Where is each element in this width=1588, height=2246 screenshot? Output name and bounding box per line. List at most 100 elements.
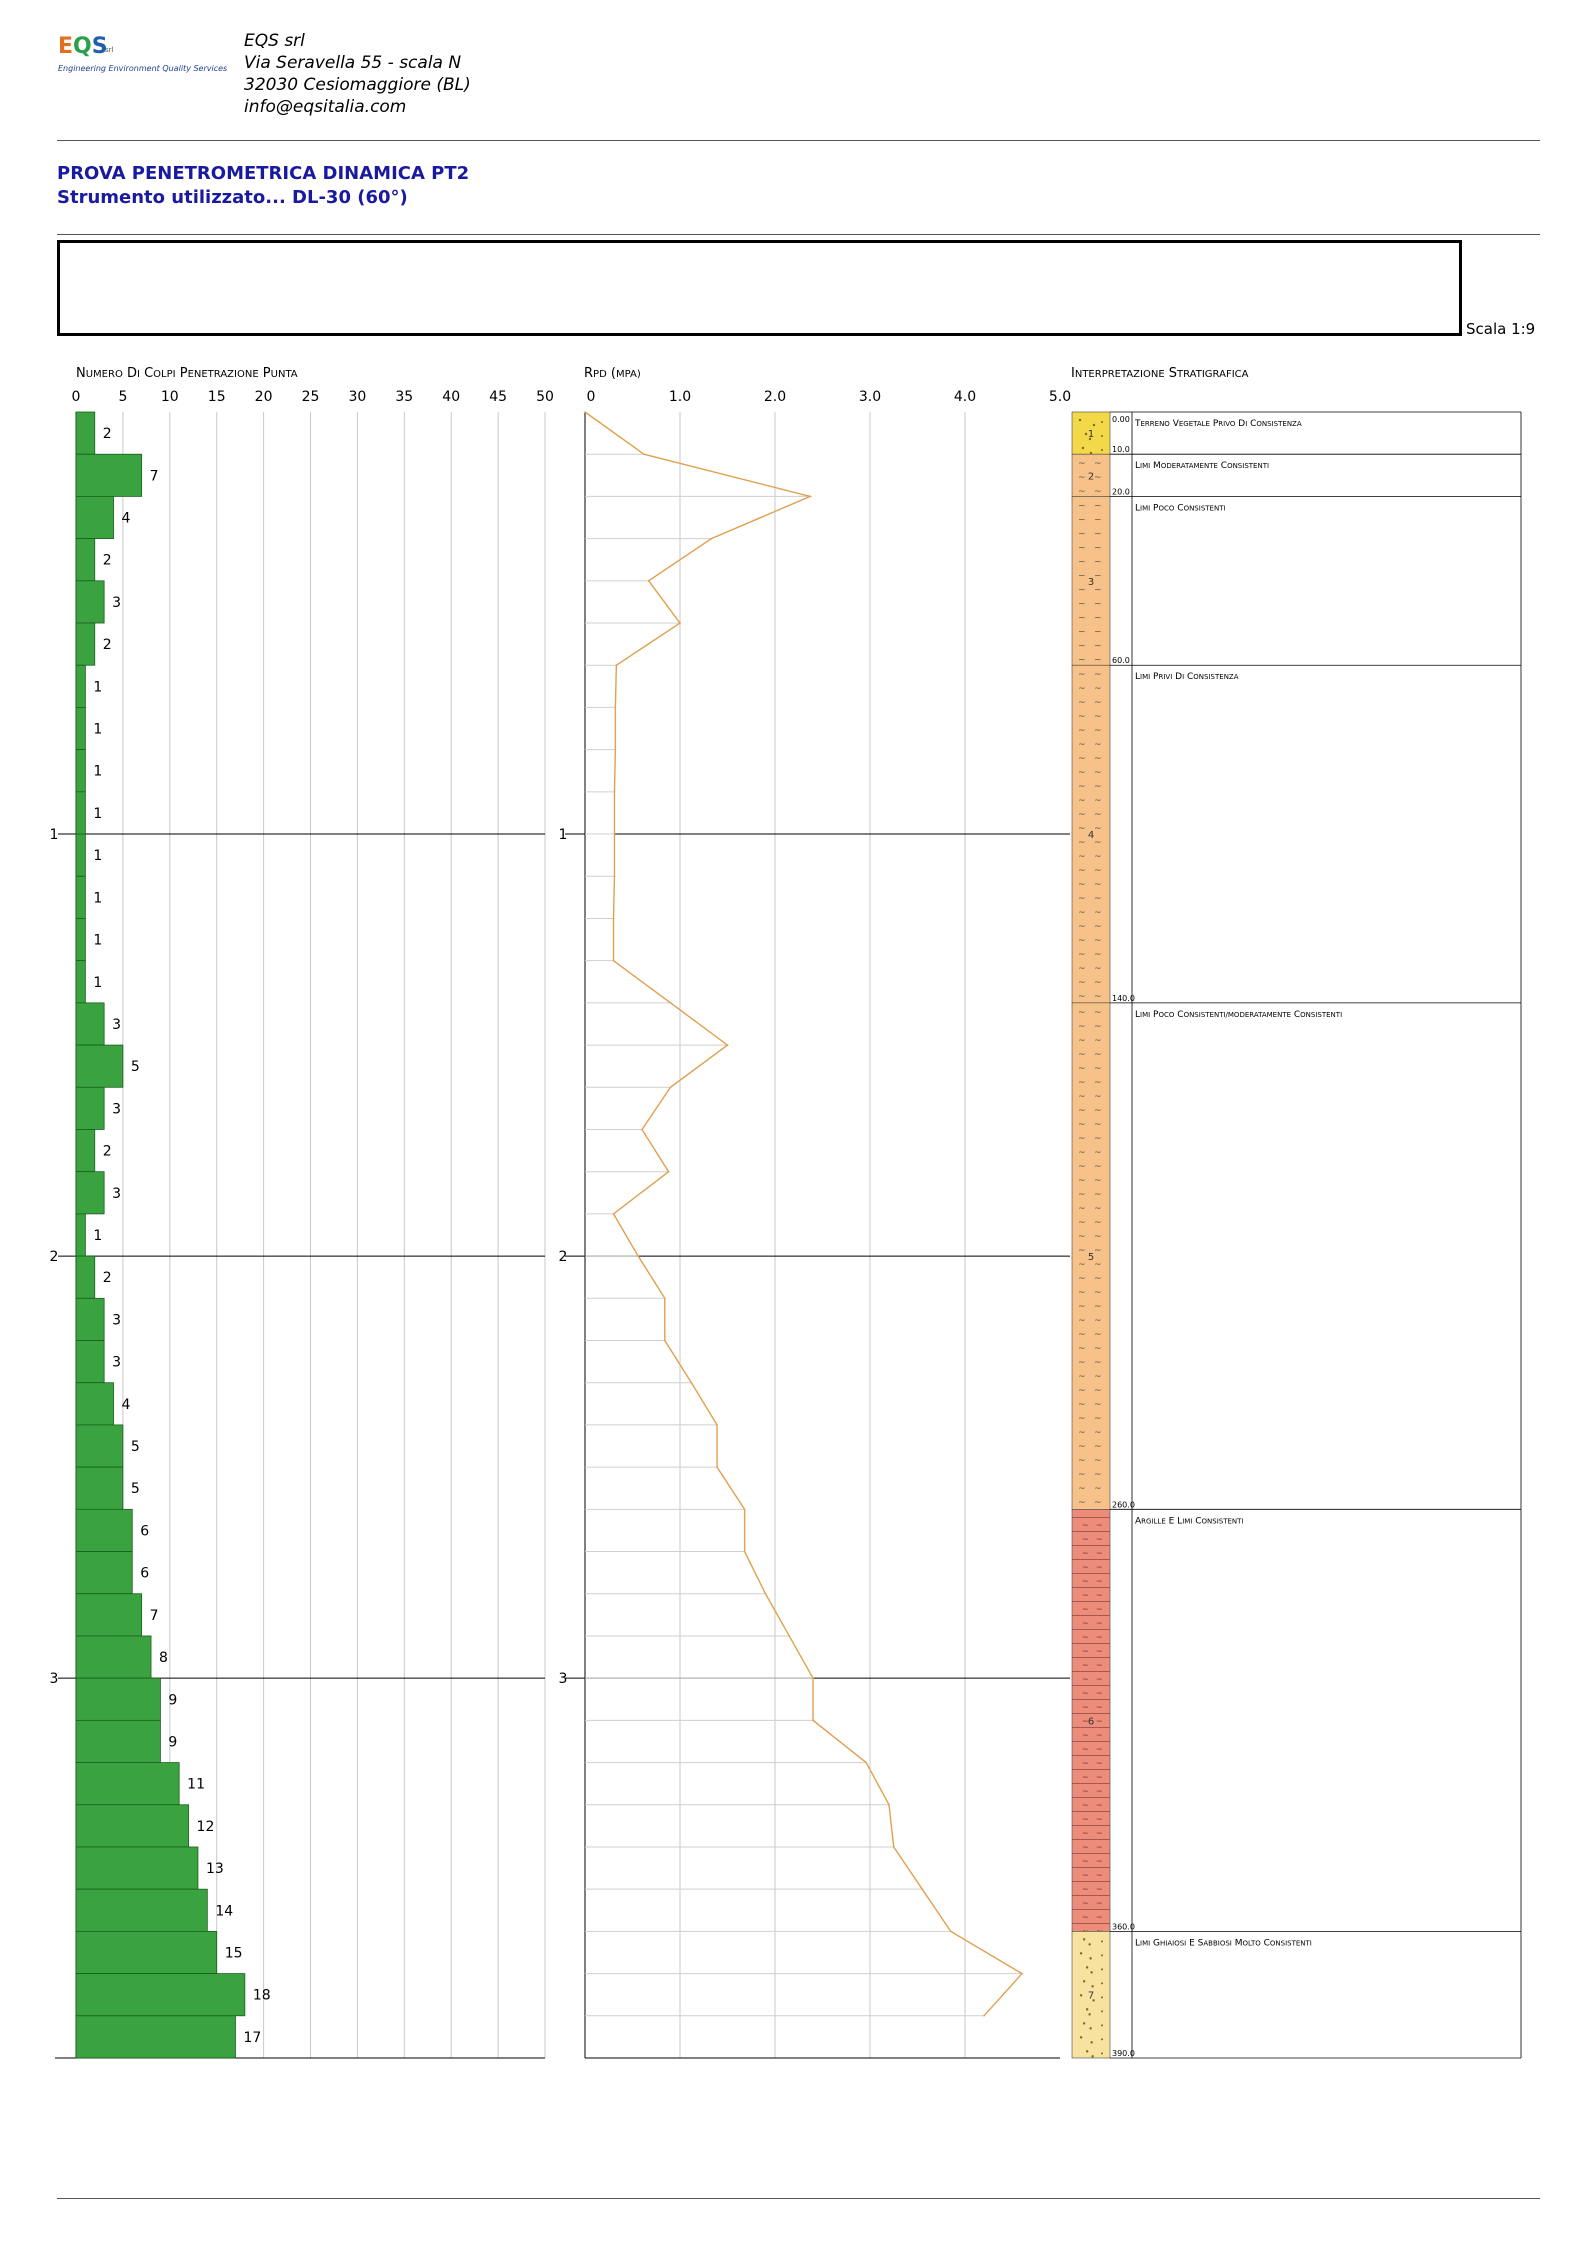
strat-hatch: ~ <box>1096 1912 1103 1921</box>
strat-hatch: ~ <box>1096 1870 1103 1879</box>
rpd-chart-title: RPD (MPA) <box>584 366 641 381</box>
strat-hatch: ~ <box>1094 1428 1102 1438</box>
strat-hatch: ~ <box>1082 1828 1089 1837</box>
strat-hatch: ~ <box>1094 1302 1102 1312</box>
blows-data-label: 5 <box>131 1059 140 1075</box>
blows-data-label: 3 <box>112 595 121 611</box>
strat-hatch: ~ <box>1096 1590 1103 1599</box>
strat-hatch: ~ <box>1094 1470 1102 1480</box>
blows-data-label: 1 <box>93 848 102 864</box>
strat-hatch: ~ <box>1078 1204 1086 1214</box>
blows-data-label: 2 <box>103 1270 112 1286</box>
strat-hatch: ~ <box>1094 655 1102 665</box>
rpd-x-tick-label: 2.0 <box>764 389 786 405</box>
strat-hatch: ~ <box>1094 880 1102 890</box>
strat-layer-description: LIMI MODERATAMENTE CONSISTENTI <box>1135 461 1269 471</box>
strat-layer-fill <box>1071 453 1111 497</box>
strat-hatch: ~ <box>1078 1456 1086 1466</box>
blows-bar <box>75 960 86 1004</box>
strat-hatch: ~ <box>1078 627 1086 637</box>
strat-hatch: ~ <box>1078 1442 1086 1452</box>
strat-hatch: ~ <box>1078 1246 1086 1256</box>
strat-hatch: ~ <box>1078 1120 1086 1130</box>
strat-hatch: ~ <box>1094 529 1102 539</box>
strat-hatch: ~ <box>1078 740 1086 750</box>
blows-bar <box>75 411 96 455</box>
blows-data-label: 6 <box>140 1566 149 1582</box>
strat-hatch: ~ <box>1078 838 1086 848</box>
strat-hatch: ~ <box>1082 1912 1089 1921</box>
blows-bar <box>75 1213 86 1257</box>
blows-data-label: 4 <box>122 511 131 527</box>
strat-hatch: ~ <box>1094 838 1102 848</box>
logo-suffix: srl <box>105 46 114 54</box>
blows-data-label: 18 <box>253 1988 271 2004</box>
strat-hatch <box>1079 2036 1083 2039</box>
strat-hatch: ~ <box>1096 1604 1103 1613</box>
strat-hatch: ~ <box>1082 1632 1089 1641</box>
blows-data-label: 12 <box>197 1819 215 1835</box>
strat-hatch: ~ <box>1094 1204 1102 1214</box>
strat-hatch: ~ <box>1082 1562 1089 1571</box>
strat-hatch: ~ <box>1094 726 1102 736</box>
strat-hatch: ~ <box>1096 1632 1103 1641</box>
blows-data-label: 15 <box>225 1945 243 1961</box>
rpd-depth-tick-label: 2 <box>559 1249 568 1265</box>
blows-data-label: 8 <box>159 1650 168 1666</box>
strat-hatch: ~ <box>1078 529 1086 539</box>
strat-hatch: ~ <box>1078 1190 1086 1200</box>
blows-bar <box>75 1593 143 1637</box>
blows-bar <box>75 1129 96 1173</box>
strat-hatch: ~ <box>1078 557 1086 567</box>
blows-data-label: 6 <box>140 1523 149 1539</box>
strat-layer-id: 1 <box>1088 429 1094 440</box>
strat-hatch <box>1079 1994 1083 1997</box>
strat-hatch: ~ <box>1078 1498 1086 1508</box>
strat-hatch: ~ <box>1078 1008 1086 1018</box>
strat-layer-id: 2 <box>1088 471 1094 482</box>
strat-layer-description: LIMI POCO CONSISTENTI <box>1135 503 1226 513</box>
strat-hatch: ~ <box>1078 1162 1086 1172</box>
blows-data-label: 2 <box>103 637 112 653</box>
blows-bar <box>75 1466 124 1510</box>
strat-hatch: ~ <box>1078 1372 1086 1382</box>
strat-hatch: ~ <box>1078 473 1086 483</box>
strat-hatch: ~ <box>1078 515 1086 525</box>
strat-hatch: ~ <box>1094 1316 1102 1326</box>
strat-hatch <box>1089 451 1093 455</box>
strat-layer-description: TERRENO VEGETALE PRIVO DI CONSISTENZA <box>1134 419 1302 429</box>
blows-bar <box>75 2015 236 2059</box>
strat-hatch: ~ <box>1094 1232 1102 1242</box>
blows-bar <box>75 664 86 708</box>
strat-hatch: ~ <box>1082 1856 1089 1865</box>
strat-hatch <box>1101 2010 1103 2013</box>
strat-bottom-depth-label: 260.0 <box>1112 1500 1135 1509</box>
strat-hatch: ~ <box>1094 1176 1102 1186</box>
strat-hatch: ~ <box>1078 1470 1086 1480</box>
strat-hatch <box>1078 418 1082 422</box>
strat-layer-fill <box>1071 664 1111 1004</box>
blows-data-label: 14 <box>215 1903 233 1919</box>
strat-hatch: ~ <box>1094 1120 1102 1130</box>
strat-hatch: ~ <box>1078 599 1086 609</box>
strat-hatch <box>1082 2022 1086 2025</box>
blows-bar <box>75 496 114 540</box>
strat-hatch: ~ <box>1078 978 1086 988</box>
strat-hatch: ~ <box>1094 1260 1102 1270</box>
blows-bar <box>75 1888 208 1932</box>
strat-hatch: ~ <box>1094 852 1102 862</box>
strat-hatch: ~ <box>1082 1870 1089 1879</box>
strat-hatch: ~ <box>1094 1344 1102 1354</box>
blows-bar <box>75 580 105 624</box>
blows-data-label: 7 <box>150 1608 159 1624</box>
blows-data-label: 9 <box>168 1734 177 1750</box>
blows-bar <box>75 1551 133 1595</box>
blows-bar <box>75 1044 124 1088</box>
blows-data-label: 2 <box>103 426 112 442</box>
blows-bar <box>75 1255 96 1299</box>
strat-bottom-depth-label: 390.0 <box>1112 2049 1135 2058</box>
strat-hatch: ~ <box>1094 641 1102 651</box>
strat-hatch: ~ <box>1078 459 1086 469</box>
strat-hatch: ~ <box>1078 543 1086 553</box>
blows-data-label: 1 <box>93 890 102 906</box>
